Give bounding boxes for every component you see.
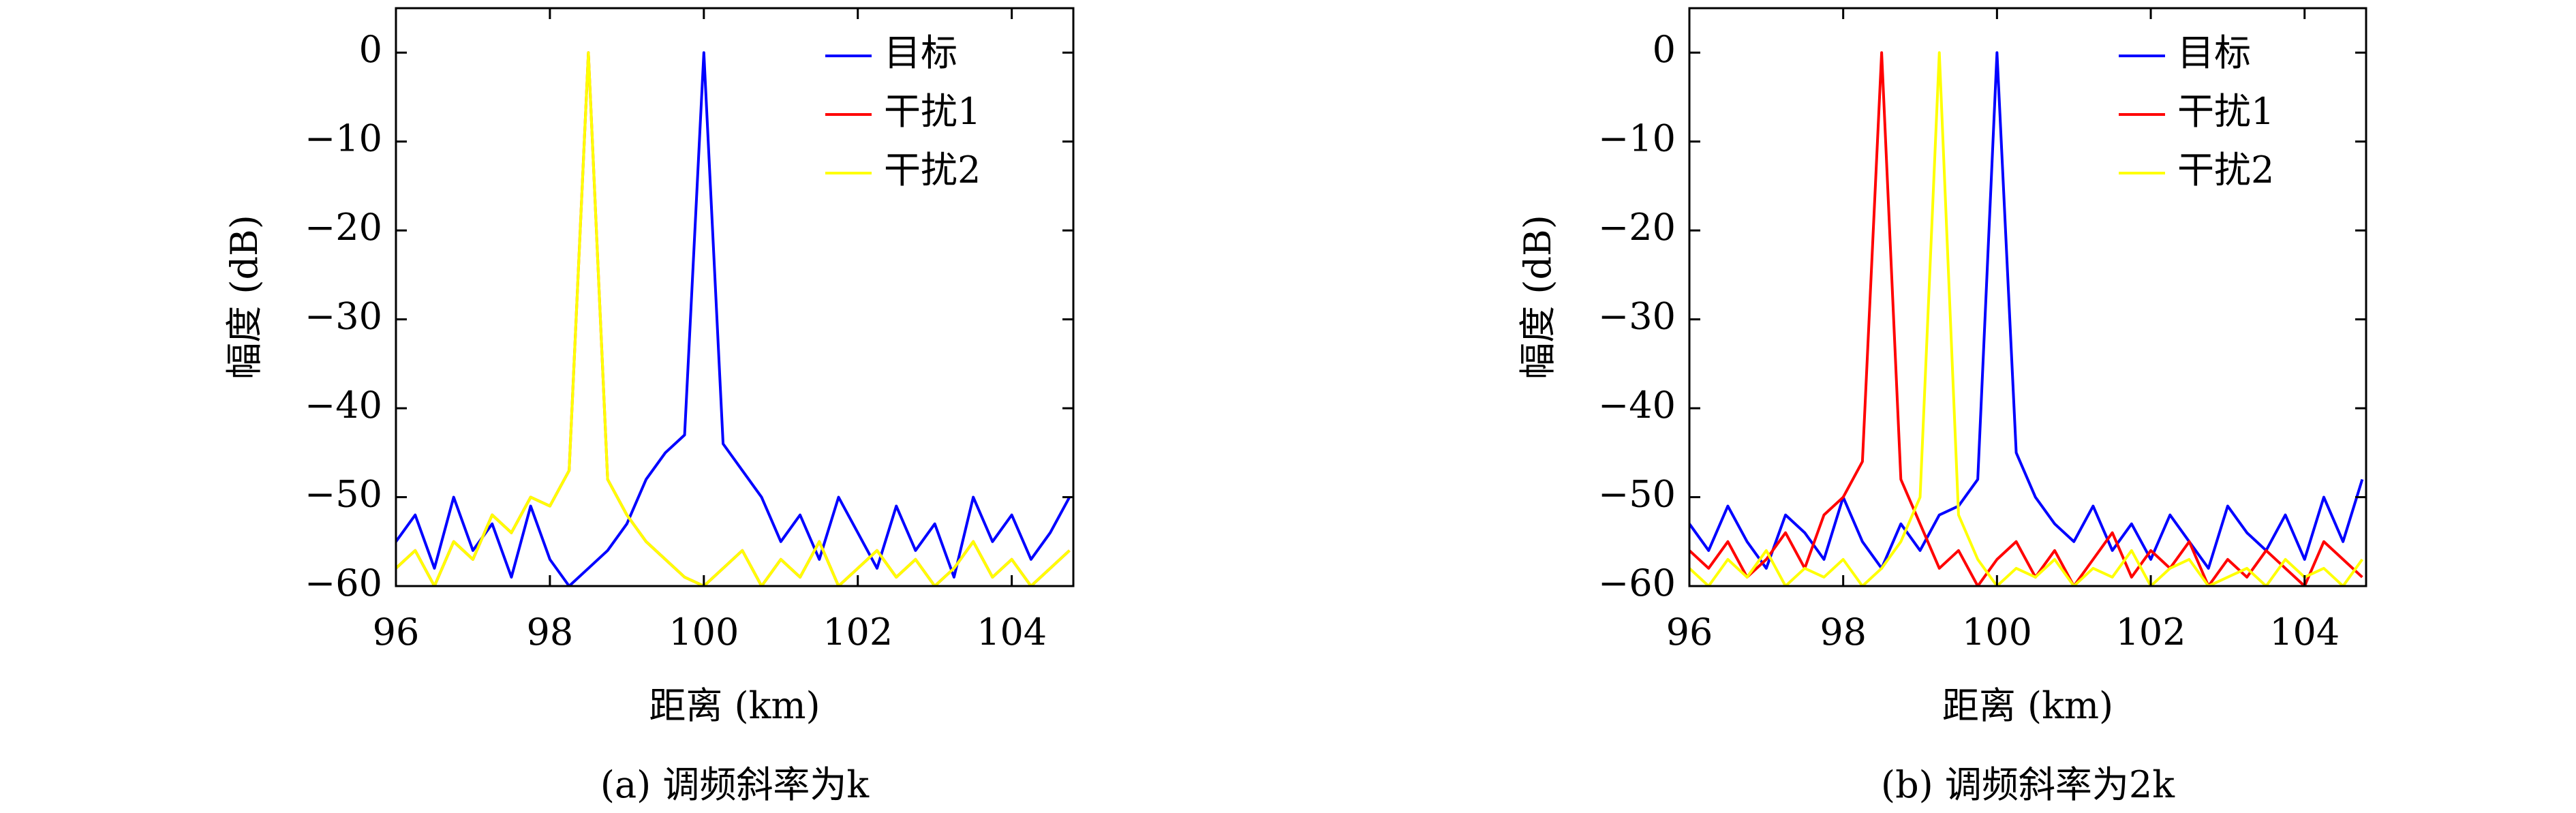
legend-label: 干扰2 [884,149,981,191]
x-tick-label: 104 [977,611,1047,654]
y-tick-label: −50 [305,473,382,516]
x-tick-label: 96 [373,611,420,654]
x-tick-label: 102 [823,611,893,654]
y-tick-label: −20 [1598,206,1676,249]
y-axis-label: 幅度 (dB) [223,215,266,380]
y-tick-label: −10 [1598,117,1676,160]
series-line [1689,51,2364,570]
y-axis-label: 幅度 (dB) [1516,215,1559,380]
y-tick-label: −30 [1598,295,1676,338]
caption: (b) 调频斜率为2k [1881,763,2175,806]
legend-label: 目标 [2177,31,2251,74]
x-tick-label: 100 [1962,611,2032,654]
legend-label: 干扰1 [2177,90,2274,133]
y-tick-label: −60 [1598,562,1676,604]
x-tick-label: 100 [669,611,739,654]
y-tick-label: 0 [1653,28,1676,71]
y-tick-label: −20 [305,206,382,249]
x-tick-label: 98 [527,611,574,654]
x-tick-label: 98 [1820,611,1867,654]
y-tick-label: −30 [305,295,382,338]
y-tick-label: −10 [305,117,382,160]
x-axis-label: 距离 (km) [649,684,820,727]
series-line [1689,51,2363,586]
legend-label: 干扰1 [884,90,981,133]
x-axis-label: 距离 (km) [1942,684,2113,727]
legend-label: 干扰2 [2177,149,2274,191]
y-tick-label: 0 [359,28,382,71]
x-tick-label: 102 [2116,611,2186,654]
y-tick-label: −50 [1598,473,1676,516]
x-tick-label: 104 [2269,611,2340,654]
y-tick-label: −40 [1598,384,1676,427]
y-tick-label: −40 [305,384,382,427]
plot-frame [1688,7,2367,587]
x-tick-label: 96 [1666,611,1713,654]
legend-label: 目标 [884,31,957,74]
series-line [396,51,1071,586]
y-tick-label: −60 [305,562,382,604]
plot-frame [395,7,1075,587]
caption: (a) 调频斜率为k [600,763,870,806]
